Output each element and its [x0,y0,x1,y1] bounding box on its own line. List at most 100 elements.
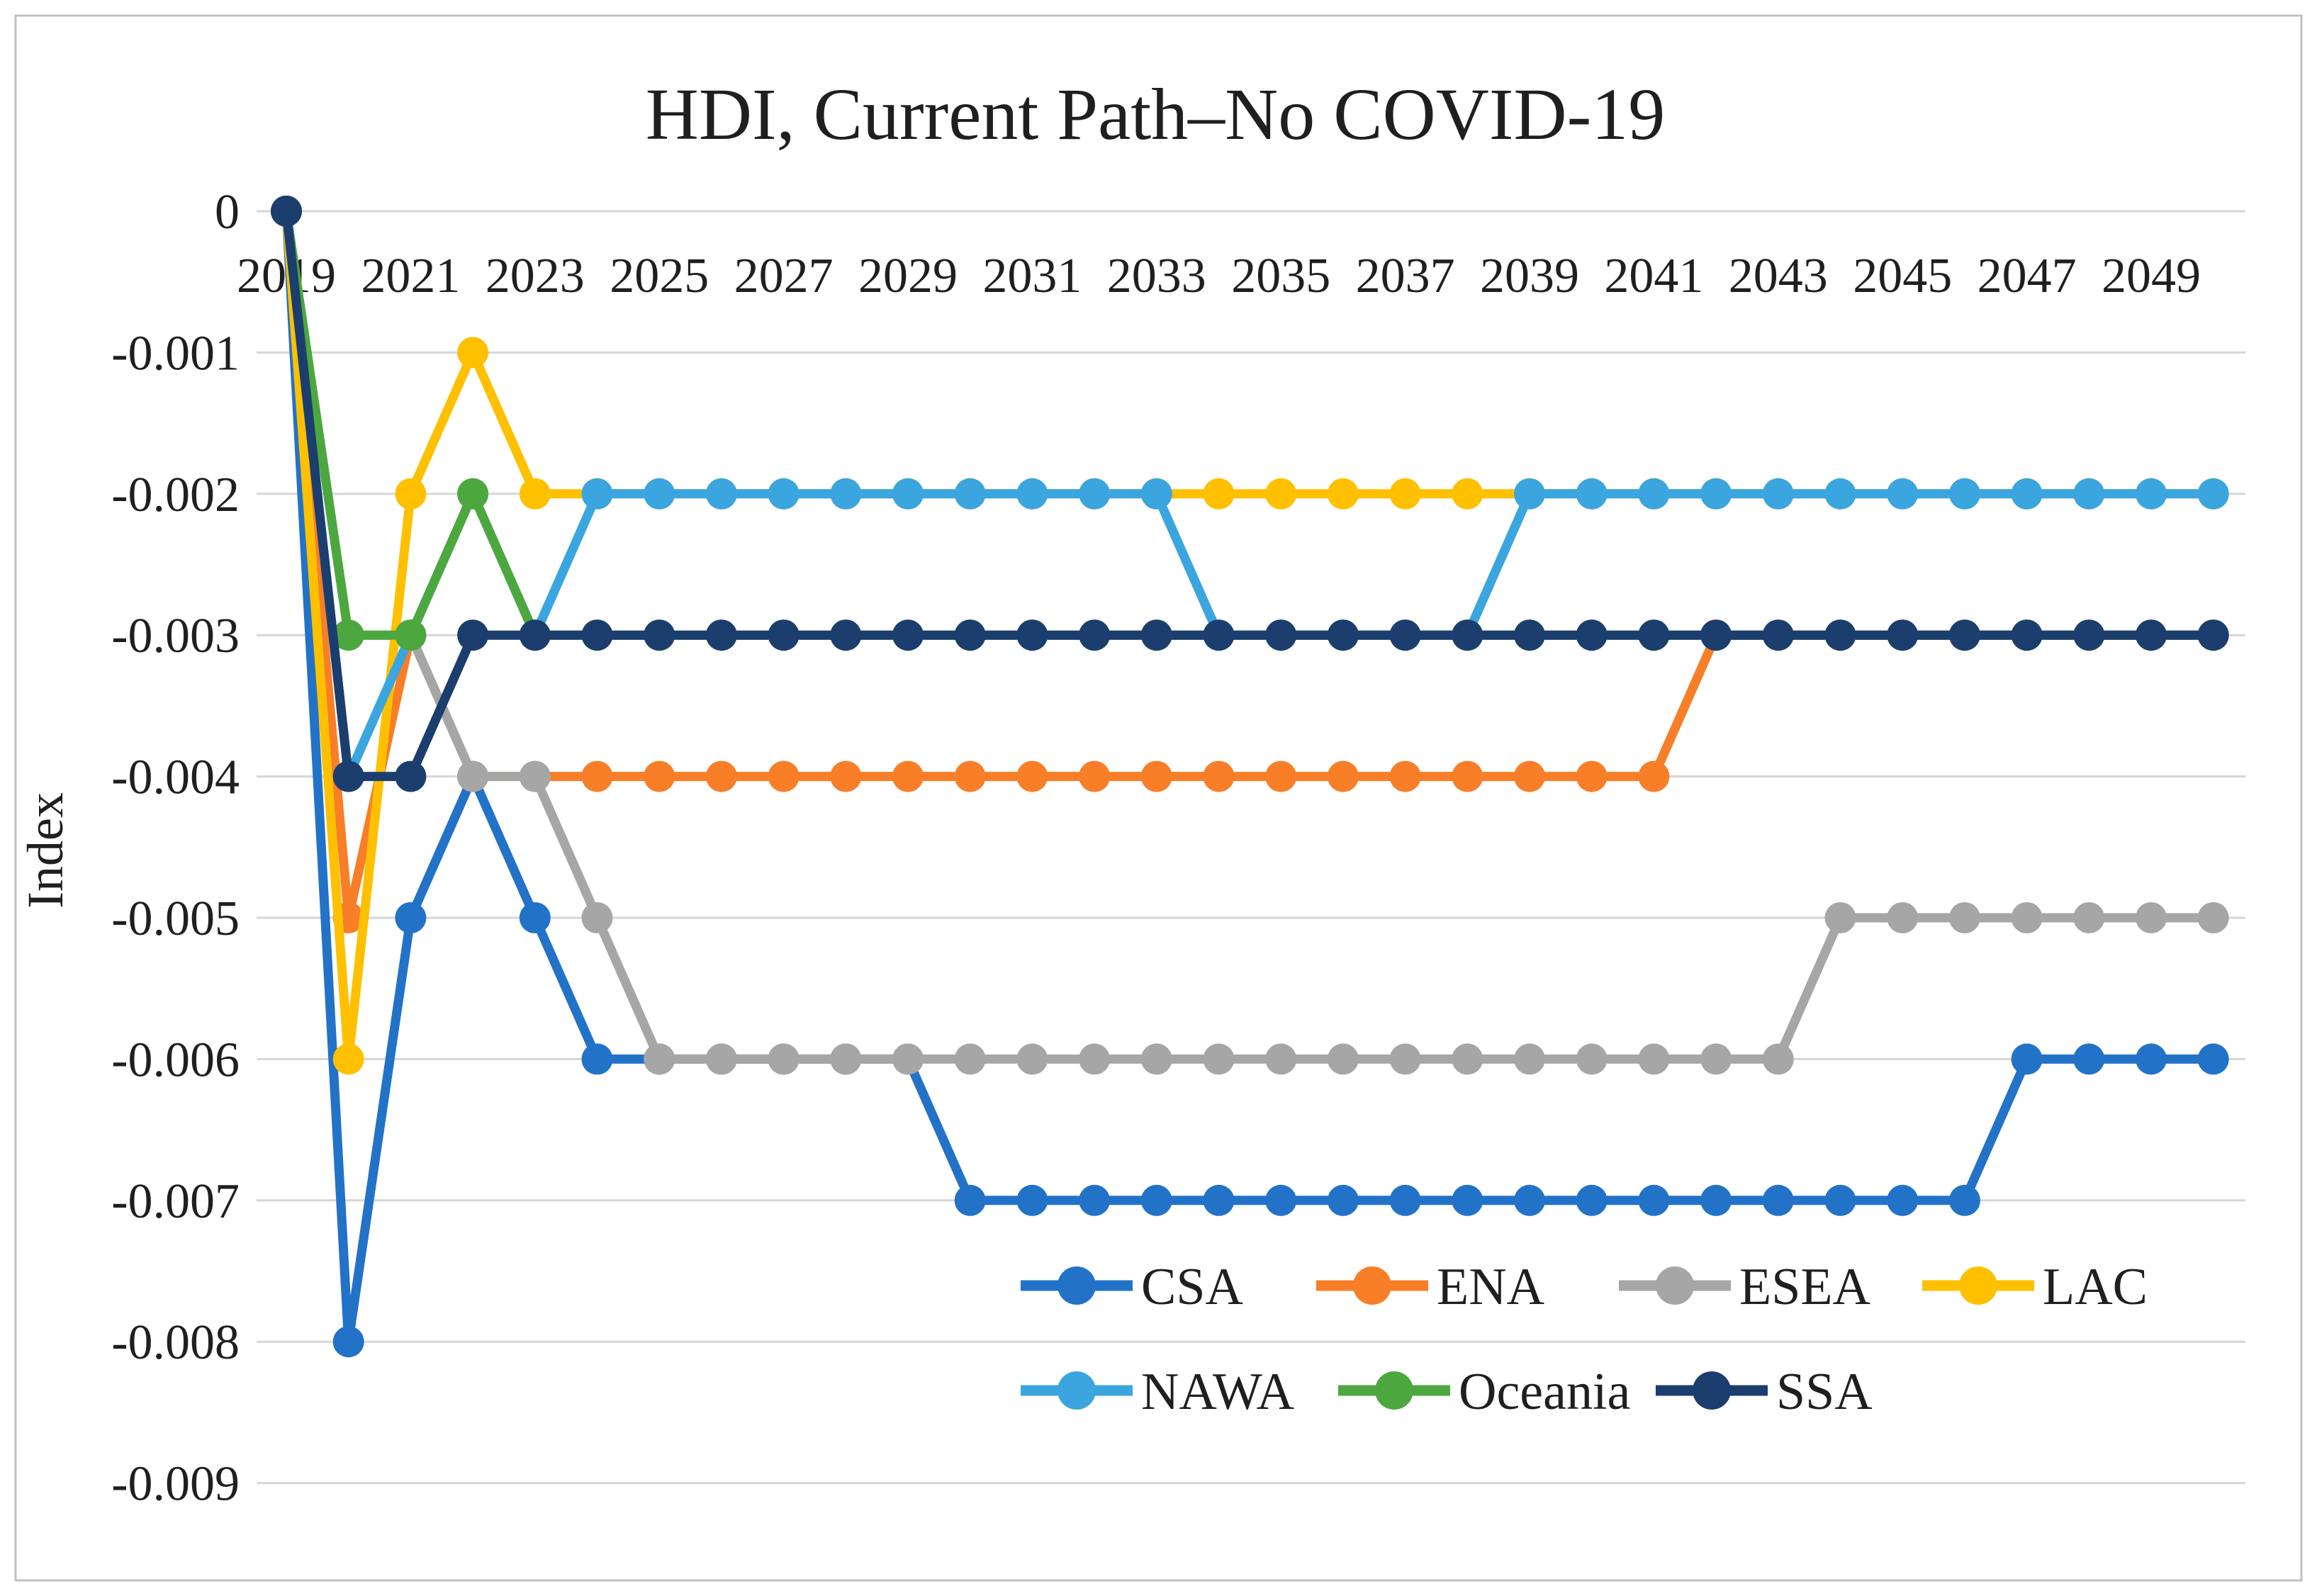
data-point-ENA-2040 [1576,760,1608,792]
data-point-ESEA-2031 [1016,1043,1048,1075]
data-point-ESEA-2045 [1887,902,1919,933]
data-point-SSA-2028 [830,619,862,651]
data-point-SSA-2050 [2197,619,2229,651]
legend-item-ENA: ENA [1316,1258,1544,1316]
data-point-Oceania-2022 [457,478,489,510]
data-point-NAWA-2047 [2011,478,2043,510]
y-tick-label: -0.001 [111,326,240,381]
series-ESEA [271,196,2229,1075]
data-point-ESEA-2038 [1452,1043,1483,1075]
data-point-CSA-2046 [1948,1184,1980,1216]
data-point-SSA-2043 [1762,619,1794,651]
data-point-ESEA-2043 [1762,1043,1794,1075]
x-tick-label: 2041 [1604,249,1703,303]
data-point-ESEA-2041 [1638,1043,1670,1075]
data-point-ENA-2039 [1514,760,1545,792]
legend-label: ESEA [1739,1258,1870,1316]
series-SSA [271,196,2229,792]
data-point-CSA-2040 [1576,1184,1608,1216]
legend-item-Oceania: Oceania [1338,1363,1630,1421]
legend-marker-dot [1057,1266,1096,1305]
data-point-ESEA-2036 [1327,1043,1359,1075]
data-point-ESEA-2030 [954,1043,986,1075]
data-point-NAWA-2026 [705,478,737,510]
legend-item-SSA: SSA [1656,1363,1873,1421]
data-point-SSA-2039 [1514,619,1545,651]
data-point-CSA-2030 [954,1184,986,1216]
x-axis-tick-labels: 2019 2021 2023 2025 2027 2029 2031 2033 2035 2037… [237,249,2201,303]
data-point-ENA-2025 [644,760,675,792]
data-point-SSA-2019 [271,196,302,227]
x-tick-label: 2035 [1231,249,1330,303]
legend-item-LAC: LAC [1922,1258,2148,1316]
data-point-NAWA-2049 [2136,478,2167,510]
x-tick-label: 2047 [1977,249,2077,303]
data-point-CSA-2035 [1265,1184,1297,1216]
data-point-CSA-2042 [1700,1184,1732,1216]
data-point-CSA-2037 [1389,1184,1421,1216]
data-point-NAWA-2043 [1762,478,1794,510]
figure-frame [14,14,2303,1582]
data-point-SSA-2024 [581,619,613,651]
data-point-NAWA-2040 [1576,478,1608,510]
data-point-NAWA-2041 [1638,478,1670,510]
data-point-ESEA-2048 [2073,902,2105,933]
x-tick-label: 2045 [1853,249,1952,303]
data-point-ENA-2032 [1079,760,1111,792]
y-tick-label: 0 [215,185,240,240]
data-point-NAWA-2050 [2197,478,2229,510]
data-point-ENA-2035 [1265,760,1297,792]
y-tick-label: -0.002 [111,468,240,522]
legend-label: SSA [1776,1363,1873,1421]
data-point-CSA-2023 [519,902,551,933]
data-point-NAWA-2029 [892,478,924,510]
data-point-SSA-2021 [395,760,427,792]
x-tick-label: 2025 [610,249,709,303]
y-tick-label: -0.006 [111,1033,240,1087]
data-point-ESEA-2049 [2136,902,2167,933]
legend-marker-dot [1375,1371,1413,1410]
data-point-SSA-2030 [954,619,986,651]
data-point-LAC-2021 [395,478,427,510]
legend-label: ENA [1437,1258,1544,1316]
data-point-ESEA-2024 [581,902,613,933]
legend-marker-dot [1693,1371,1731,1410]
data-point-ENA-2024 [581,760,613,792]
x-tick-label: 2031 [982,249,1082,303]
data-point-ESEA-2037 [1389,1043,1421,1075]
data-point-LAC-2035 [1265,478,1297,510]
legend-item-CSA: CSA [1021,1258,1243,1316]
data-point-CSA-2031 [1016,1184,1048,1216]
data-point-CSA-2020 [332,1326,364,1358]
data-point-ESEA-2047 [2011,902,2043,933]
legend-label: Oceania [1459,1363,1630,1421]
data-point-ENA-2031 [1016,760,1048,792]
data-point-CSA-2034 [1203,1184,1235,1216]
data-point-CSA-2024 [581,1043,613,1075]
data-point-NAWA-2027 [768,478,800,510]
data-point-ESEA-2042 [1700,1043,1732,1075]
data-point-LAC-2038 [1452,478,1483,510]
data-point-SSA-2035 [1265,619,1297,651]
data-point-CSA-2036 [1327,1184,1359,1216]
data-point-NAWA-2032 [1079,478,1111,510]
data-point-NAWA-2025 [644,478,675,510]
data-point-ENA-2027 [768,760,800,792]
data-point-ENA-2036 [1327,760,1359,792]
data-point-ESEA-2032 [1079,1043,1111,1075]
x-tick-label: 2029 [858,249,958,303]
data-point-NAWA-2033 [1140,478,1172,510]
legend-label: CSA [1141,1258,1243,1316]
legend-label: NAWA [1141,1363,1294,1421]
data-point-CSA-2048 [2073,1043,2105,1075]
data-point-SSA-2031 [1016,619,1048,651]
data-point-CSA-2044 [1824,1184,1856,1216]
x-tick-label: 2037 [1356,249,1455,303]
data-point-LAC-2022 [457,337,489,369]
data-point-SSA-2046 [1948,619,1980,651]
data-point-ENA-2030 [954,760,986,792]
data-point-CSA-2021 [395,902,427,933]
legend-marker-dot [1959,1266,1997,1305]
data-point-ESEA-2025 [644,1043,675,1075]
data-point-CSA-2032 [1079,1184,1111,1216]
